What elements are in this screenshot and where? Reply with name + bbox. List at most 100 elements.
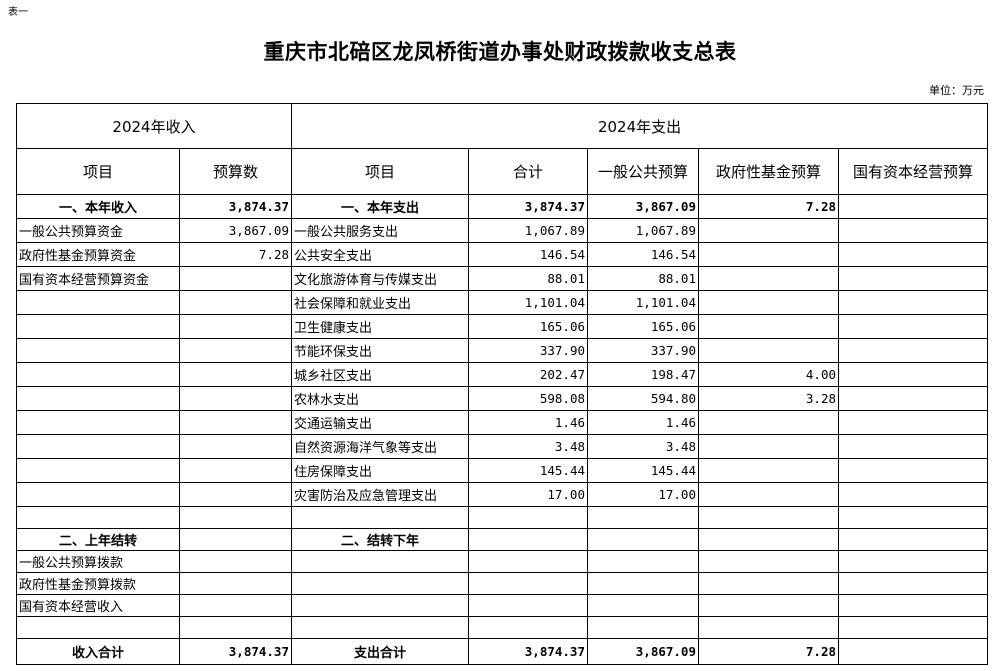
col-header: 项目	[291, 148, 469, 195]
amount-cell	[179, 266, 292, 291]
table-row: 一、本年收入 3,874.37 一、本年支出 3,874.37 3,867.09 7.28	[16, 194, 989, 219]
table-row: 政府性基金预算拨款	[16, 572, 989, 595]
amount-cell: 7.28	[698, 638, 839, 665]
amount-cell: 165.06	[468, 314, 588, 339]
table-row: 节能环保支出 337.90 337.90	[16, 338, 989, 363]
amount-cell	[837, 194, 989, 219]
amount-cell: 145.44	[587, 458, 699, 483]
amount-cell	[698, 242, 839, 267]
item-cell	[16, 506, 180, 529]
amount-cell	[837, 218, 989, 243]
item-cell	[291, 594, 469, 617]
amount-cell	[698, 482, 839, 507]
amount-cell	[587, 616, 699, 639]
amount-cell: 337.90	[587, 338, 699, 363]
item-cell	[16, 410, 180, 435]
amount-cell	[179, 314, 292, 339]
amount-cell: 3,874.37	[468, 638, 588, 665]
item-cell: 政府性基金预算拨款	[16, 572, 180, 595]
amount-cell: 165.06	[587, 314, 699, 339]
amount-cell	[179, 362, 292, 387]
amount-cell	[837, 362, 989, 387]
amount-cell	[468, 594, 588, 617]
item-cell	[16, 338, 180, 363]
table-row	[16, 616, 989, 639]
col-header: 预算数	[179, 148, 292, 195]
amount-cell	[698, 616, 839, 639]
amount-cell	[468, 616, 588, 639]
item-cell: 住房保障支出	[291, 458, 469, 483]
item-cell: 国有资本经营收入	[16, 594, 180, 617]
amount-cell: 88.01	[468, 266, 588, 291]
amount-cell	[179, 410, 292, 435]
amount-cell: 146.54	[587, 242, 699, 267]
amount-cell: 3.28	[698, 386, 839, 411]
amount-cell	[179, 616, 292, 639]
amount-cell: 337.90	[468, 338, 588, 363]
amount-cell	[587, 506, 699, 529]
item-cell	[291, 506, 469, 529]
item-cell	[291, 572, 469, 595]
item-cell: 支出合计	[291, 638, 469, 665]
amount-cell	[179, 386, 292, 411]
amount-cell: 3,874.37	[179, 194, 292, 219]
amount-cell: 3,867.09	[587, 638, 699, 665]
amount-cell	[698, 594, 839, 617]
amount-cell	[468, 506, 588, 529]
amount-cell: 7.28	[698, 194, 839, 219]
col-header: 一般公共预算	[587, 148, 699, 195]
amount-cell	[698, 550, 839, 573]
amount-cell	[179, 290, 292, 315]
amount-cell	[468, 528, 588, 551]
amount-cell	[468, 550, 588, 573]
amount-cell: 1,067.89	[587, 218, 699, 243]
amount-cell	[587, 594, 699, 617]
table-row: 国有资本经营预算资金 文化旅游体育与传媒支出 88.01 88.01	[16, 266, 989, 291]
table-row: 政府性基金预算资金 7.28 公共安全支出 146.54 146.54	[16, 242, 989, 267]
table-row: 城乡社区支出 202.47 198.47 4.00	[16, 362, 989, 387]
item-cell	[16, 482, 180, 507]
amount-cell: 1.46	[587, 410, 699, 435]
item-cell: 公共安全支出	[291, 242, 469, 267]
amount-cell	[587, 572, 699, 595]
amount-cell	[837, 290, 989, 315]
amount-cell	[837, 616, 989, 639]
table-row: 住房保障支出 145.44 145.44	[16, 458, 989, 483]
item-cell: 社会保障和就业支出	[291, 290, 469, 315]
item-cell: 一般公共预算资金	[16, 218, 180, 243]
item-cell: 二、结转下年	[291, 528, 469, 551]
amount-cell: 4.00	[698, 362, 839, 387]
amount-cell: 598.08	[468, 386, 588, 411]
col-header: 合计	[468, 148, 588, 195]
item-cell	[16, 458, 180, 483]
item-cell	[291, 616, 469, 639]
amount-cell	[179, 434, 292, 459]
item-cell: 一般公共预算拨款	[16, 550, 180, 573]
amount-cell	[698, 266, 839, 291]
table-row: 农林水支出 598.08 594.80 3.28	[16, 386, 989, 411]
amount-cell: 7.28	[179, 242, 292, 267]
amount-cell: 594.80	[587, 386, 699, 411]
amount-cell: 1,067.89	[468, 218, 588, 243]
amount-cell: 202.47	[468, 362, 588, 387]
amount-cell: 146.54	[468, 242, 588, 267]
amount-cell	[837, 458, 989, 483]
item-cell: 二、上年结转	[16, 528, 180, 551]
item-cell: 一、本年支出	[291, 194, 469, 219]
amount-cell	[698, 410, 839, 435]
amount-cell: 17.00	[587, 482, 699, 507]
amount-cell	[837, 242, 989, 267]
table-row: 二、上年结转 二、结转下年	[16, 528, 989, 551]
item-cell	[16, 386, 180, 411]
table-row: 国有资本经营收入	[16, 594, 989, 617]
amount-cell: 17.00	[468, 482, 588, 507]
amount-cell	[837, 410, 989, 435]
amount-cell	[698, 434, 839, 459]
amount-cell	[179, 458, 292, 483]
amount-cell	[837, 638, 989, 665]
budget-table: 2024年收入 2024年支出 项目 预算数 项目 合计 一般公共预算 政府性基…	[16, 103, 989, 665]
amount-cell	[698, 290, 839, 315]
amount-cell	[837, 482, 989, 507]
amount-cell: 1,101.04	[468, 290, 588, 315]
amount-cell	[698, 314, 839, 339]
